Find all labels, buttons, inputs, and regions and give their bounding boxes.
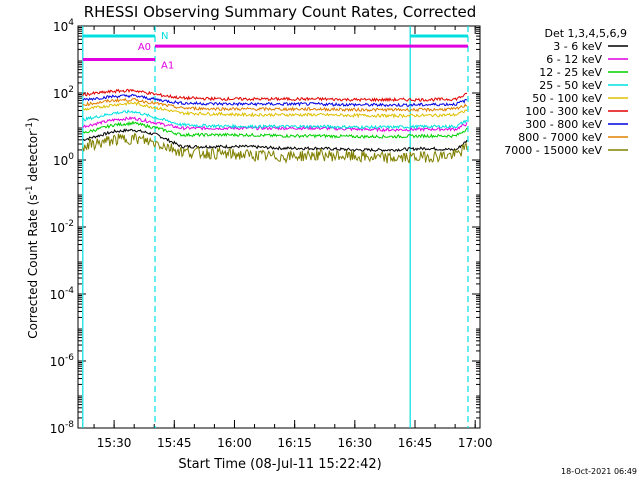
legend-entry-label: 100 - 300 keV (525, 105, 602, 118)
y-axis-label-main: Corrected Count Rate (s (26, 194, 40, 338)
legend-entry-label: 800 - 7000 keV (518, 131, 602, 144)
legend-entry-label: 300 - 800 keV (525, 118, 602, 131)
y-tick-label: 10-8 (50, 420, 75, 436)
y-tick-exponent: -4 (65, 286, 74, 296)
y-tick-base: 10 (53, 20, 68, 34)
legend-entry-label: 50 - 100 keV (532, 92, 602, 105)
timestamp: 18-Oct-2021 06:49 (561, 467, 637, 476)
x-tick-label: 16:45 (398, 436, 433, 450)
legend-entry-label: 12 - 25 keV (539, 66, 602, 79)
series-line (82, 128, 468, 153)
y-tick-label: 10-4 (50, 286, 75, 302)
y-tick-exponent: -6 (65, 353, 74, 363)
series-line (82, 115, 468, 133)
a0-label: A0 (138, 42, 151, 53)
legend-entry-label: 25 - 50 keV (539, 79, 602, 92)
y-tick-exponent: 0 (68, 152, 74, 162)
series-line (82, 132, 468, 164)
x-tick-label: 17:00 (458, 436, 493, 450)
legend-entry-label: 6 - 12 keV (546, 53, 602, 66)
y-tick-label: 102 (53, 85, 74, 101)
chart-title: RHESSI Observing Summary Count Rates, Co… (84, 3, 477, 21)
a1-label: A1 (161, 61, 174, 72)
x-tick-label: 16:00 (217, 436, 252, 450)
x-axis: 15:30 15:45 16:00 16:15 16:30 16:45 17:00 (93, 26, 493, 450)
x-tick-label: 16:15 (277, 436, 312, 450)
y-axis-label-sup2: -1 (25, 122, 35, 131)
y-tick-label: 100 (53, 152, 74, 168)
y-tick-label: 104 (53, 18, 74, 34)
y-tick-base: 10 (53, 87, 68, 101)
series-line (82, 120, 468, 139)
y-tick-base: 10 (50, 288, 65, 302)
y-axis-label-sup1: -1 (25, 185, 35, 194)
y-tick-exponent: -8 (65, 420, 74, 430)
series-line (82, 97, 468, 113)
plot-area (77, 25, 481, 429)
y-axis-label-end: ) (26, 117, 40, 122)
y-tick-base: 10 (53, 154, 68, 168)
plot-border (77, 25, 481, 429)
y-tick-label: 10-2 (50, 219, 74, 235)
legend-entry-label: 3 - 6 keV (553, 40, 602, 53)
x-axis-label: Start Time (08-Jul-11 15:22:42) (178, 457, 381, 472)
attenuator-annotations: N A0 A1 (82, 26, 469, 428)
series-line (82, 101, 468, 119)
legend-title: Det 1,3,4,5,6,9 (544, 27, 627, 40)
y-tick-exponent: 2 (68, 85, 74, 95)
y-tick-base: 10 (50, 221, 65, 235)
series-line (82, 88, 468, 103)
series-line (82, 109, 468, 130)
x-tick-label: 15:30 (97, 436, 132, 450)
y-tick-base: 10 (50, 422, 65, 436)
legend-entry-label: 7000 - 15000 keV (504, 144, 602, 157)
y-tick-base: 10 (50, 355, 65, 369)
series-line (82, 93, 468, 108)
series-lines (82, 88, 468, 164)
y-axis-label-mid: detector (26, 131, 40, 186)
y-axis-label: Corrected Count Rate (s-1 detector-1) (25, 117, 40, 338)
y-tick-exponent: -2 (65, 219, 74, 229)
n-label: N (161, 31, 168, 42)
x-tick-label: 15:45 (157, 436, 192, 450)
y-tick-label: 10-6 (50, 353, 75, 369)
x-tick-label: 16:30 (338, 436, 373, 450)
y-tick-exponent: 4 (68, 18, 74, 28)
